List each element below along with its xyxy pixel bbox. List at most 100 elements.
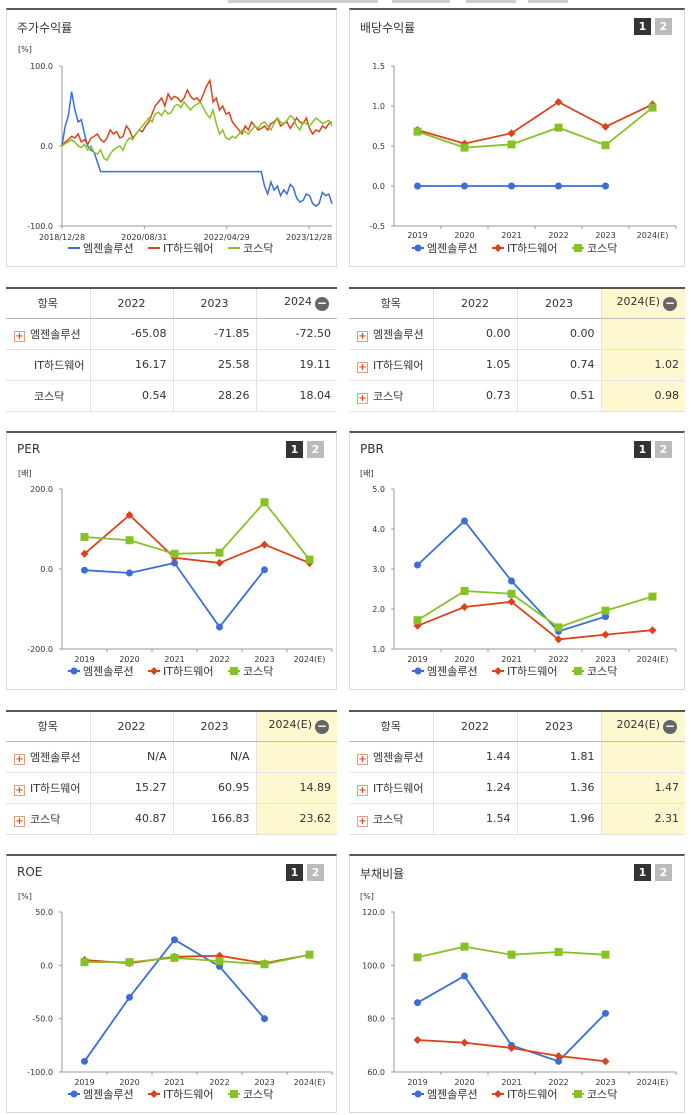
row-name[interactable]: + 엠젠솔루션: [349, 318, 433, 350]
point-marker: [150, 667, 158, 675]
page-1-button[interactable]: 1: [634, 864, 651, 881]
expand-icon[interactable]: +: [14, 753, 25, 765]
y-tick-label: -200.0: [27, 645, 53, 654]
expand-icon[interactable]: +: [357, 815, 368, 827]
expand-icon[interactable]: +: [357, 392, 368, 404]
legend-label: 엠젠솔루션: [83, 1088, 134, 1101]
row-name-label: IT하드웨어: [373, 358, 424, 372]
y-tick-label: -100.0: [27, 222, 53, 231]
header-year: 2022: [89, 711, 173, 742]
table-row: + IT하드웨어 1.05 0.74 1.02: [349, 349, 685, 381]
row-name[interactable]: + IT하드웨어: [6, 772, 90, 804]
x-tick-label: 2024(E): [637, 231, 669, 240]
expand-icon[interactable]: +: [357, 753, 368, 765]
legend-label: IT하드웨어: [163, 241, 213, 255]
header-year-label: 2024: [284, 295, 312, 309]
x-tick-label: 2020: [454, 1078, 474, 1087]
x-tick-label: 2024(E): [637, 1078, 669, 1087]
cell: 16.17: [89, 349, 173, 381]
expand-icon[interactable]: +: [357, 361, 368, 373]
point-marker: [507, 597, 516, 606]
x-tick-label: 2021: [164, 655, 184, 664]
row-name[interactable]: + IT하드웨어: [349, 349, 433, 381]
point-marker: [413, 127, 422, 136]
point-marker: [230, 667, 238, 675]
cell: 1.81: [516, 741, 601, 773]
expand-icon[interactable]: +: [14, 784, 25, 796]
cell: 1.54: [432, 803, 517, 835]
legend-label: 엠젠솔루션: [83, 665, 134, 678]
page-2-button[interactable]: 2: [655, 441, 672, 458]
point-marker: [507, 589, 516, 598]
row-name[interactable]: + 코스닥: [349, 803, 433, 835]
page-2-button[interactable]: 2: [655, 18, 672, 35]
point-marker: [555, 182, 562, 190]
page-2-button[interactable]: 2: [655, 864, 672, 881]
x-tick-label: 2022: [548, 231, 568, 240]
row-name-label: 코스닥: [373, 389, 404, 403]
row-name[interactable]: + 엠젠솔루션: [6, 741, 90, 773]
table-row: + 코스닥 1.54 1.96 2.31: [349, 803, 685, 835]
point-marker: [601, 950, 610, 959]
point-marker: [554, 1052, 563, 1060]
cell: -65.08: [89, 318, 173, 350]
point-marker: [460, 1038, 469, 1047]
header-year-label: 2024(E): [616, 295, 660, 309]
x-tick-label: 2024(E): [637, 655, 669, 664]
expand-icon[interactable]: +: [357, 330, 368, 342]
collapse-icon[interactable]: −: [663, 296, 677, 312]
per-table: 항목 2022 2023 2024(E) − + 엠젠솔루션 N/A N/A + IT…: [6, 710, 337, 835]
page-2-button[interactable]: 2: [307, 441, 324, 458]
header-item: 항목: [349, 288, 433, 319]
panel-title: 배당수익률: [360, 21, 416, 35]
page-1-button[interactable]: 1: [286, 441, 303, 458]
legend-label: 엠젠솔루션: [427, 665, 478, 678]
point-marker: [602, 182, 609, 190]
cell: 14.89: [255, 772, 337, 804]
page-1-button[interactable]: 1: [286, 864, 303, 881]
roe-panel: ROE 1 2: [6, 854, 337, 1113]
point-marker: [215, 558, 224, 567]
page-1-button[interactable]: 1: [634, 441, 651, 458]
point-marker: [125, 958, 134, 967]
x-tick-label: 2020/08/31: [121, 233, 167, 242]
x-tick-label: 2022: [209, 1078, 229, 1087]
point-marker: [81, 566, 88, 574]
chart-pager: 1 2: [286, 441, 324, 458]
y-tick-label: 60.0: [367, 1068, 385, 1077]
y-tick-label: 50.0: [35, 908, 53, 917]
collapse-icon[interactable]: −: [315, 719, 329, 735]
row-name[interactable]: + 코스닥: [349, 380, 433, 412]
row-name: IT하드웨어: [6, 349, 90, 381]
y-tick-label: 0.0: [40, 961, 53, 970]
header-year: 2024(E) −: [255, 711, 337, 742]
page-1-button[interactable]: 1: [634, 18, 651, 35]
top-scroll-remnant: [0, 0, 691, 6]
cell: 23.62: [255, 803, 337, 835]
series-line: [417, 590, 653, 629]
point-marker: [170, 953, 179, 962]
point-marker: [494, 667, 502, 675]
point-marker: [507, 129, 516, 138]
collapse-icon[interactable]: −: [663, 719, 677, 735]
expand-icon[interactable]: +: [14, 330, 25, 342]
row-name[interactable]: + 엠젠솔루션: [349, 741, 433, 773]
expand-icon[interactable]: +: [357, 784, 368, 796]
table-row: + 코스닥 0.73 0.51 0.98: [349, 380, 685, 412]
point-marker: [150, 1090, 158, 1098]
collapse-icon[interactable]: −: [315, 296, 329, 312]
row-name[interactable]: + IT하드웨어: [349, 772, 433, 804]
point-marker: [80, 958, 89, 967]
y-tick-label: 1.0: [372, 102, 385, 111]
x-tick-label: 2023: [595, 1078, 615, 1087]
legend-label: IT하드웨어: [507, 664, 557, 678]
row-name-label: 코스닥: [30, 812, 61, 826]
expand-icon[interactable]: +: [14, 815, 25, 827]
cell: 0.98: [600, 380, 685, 412]
cell: [255, 741, 337, 773]
row-name[interactable]: + 엠젠솔루션: [6, 318, 90, 350]
cell: 0.54: [89, 380, 173, 412]
row-name[interactable]: + 코스닥: [6, 803, 90, 835]
page-2-button[interactable]: 2: [307, 864, 324, 881]
cell: 0.51: [516, 380, 601, 412]
